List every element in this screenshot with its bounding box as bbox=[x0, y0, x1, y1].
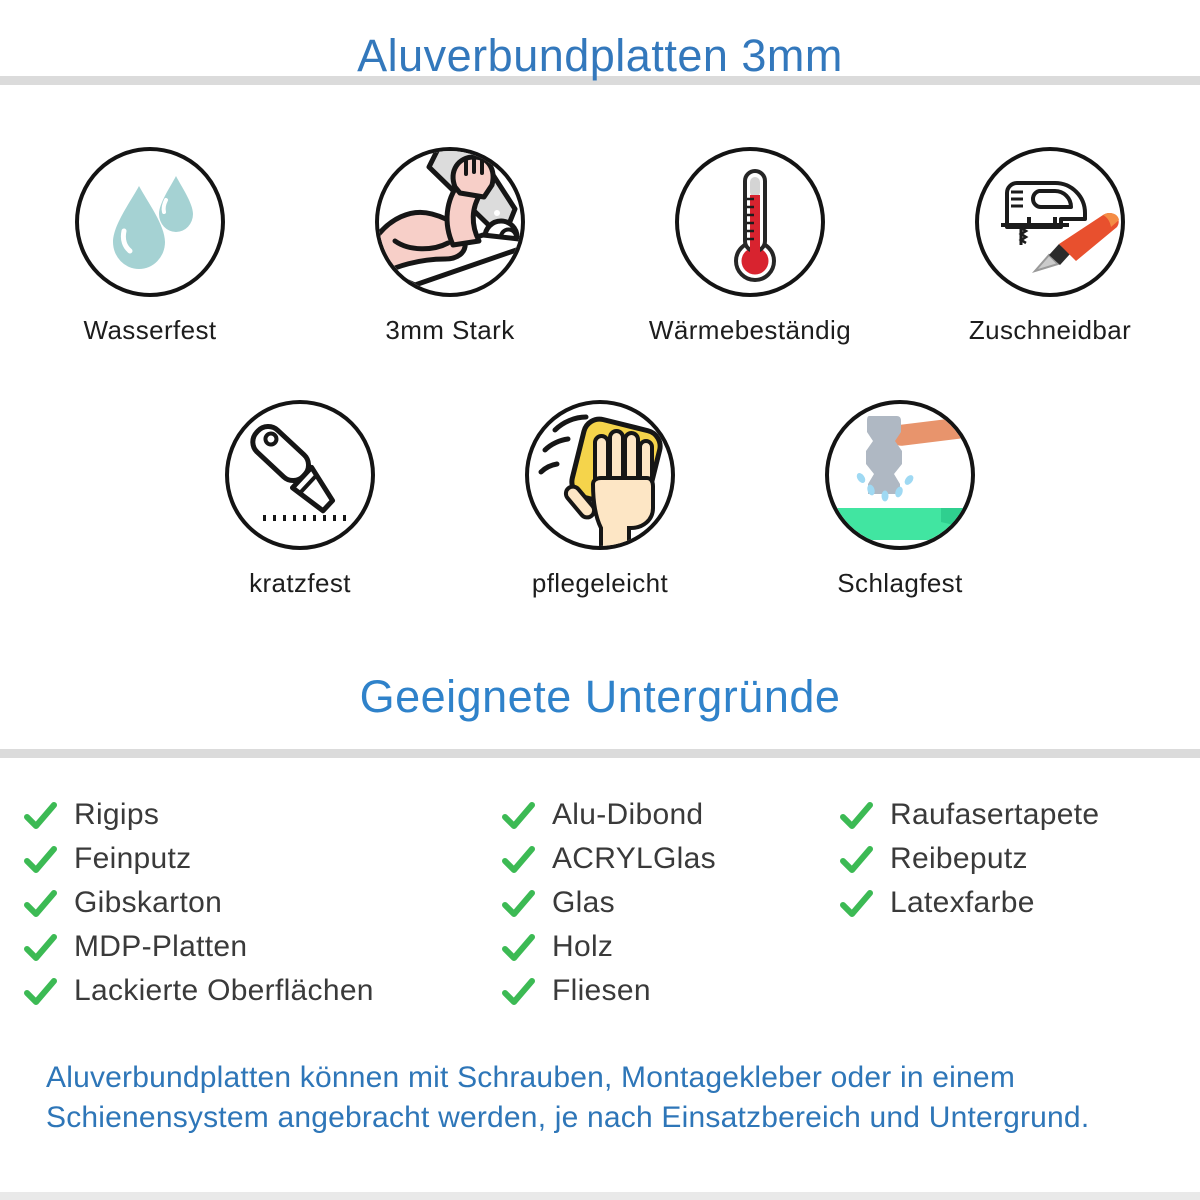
check-icon bbox=[502, 889, 535, 917]
check-icon bbox=[24, 933, 57, 961]
list-item: Glas bbox=[502, 886, 840, 920]
list-item: ACRYLGlas bbox=[502, 842, 840, 876]
list-item: Rigips bbox=[24, 798, 502, 832]
feature-label: 3mm Stark bbox=[385, 315, 515, 345]
feature-label: Wasserfest bbox=[83, 315, 217, 345]
list-item: Feinputz bbox=[24, 842, 502, 876]
divider-bottom bbox=[0, 1192, 1200, 1200]
page-title: Aluverbundplatten 3mm bbox=[357, 30, 843, 81]
check-icon bbox=[502, 845, 535, 873]
list-item: Alu-Dibond bbox=[502, 798, 840, 832]
substrates-column-3: Raufasertapete Reibeputz Latexfarbe bbox=[840, 798, 1200, 930]
divider-top bbox=[0, 76, 1200, 85]
feature-waermebestaendig: Wärmebeständig bbox=[600, 147, 900, 346]
water-drops-icon bbox=[113, 176, 193, 269]
list-item: Fliesen bbox=[502, 974, 840, 1008]
substrates-section: Rigips Feinputz Gibskarton MDP-Platten L… bbox=[0, 758, 1200, 1018]
feature-label: pflegeleicht bbox=[531, 568, 669, 598]
feature-label: Schlagfest bbox=[837, 568, 963, 598]
list-item-label: Rigips bbox=[74, 798, 160, 831]
feature-label: Zuschneidbar bbox=[968, 315, 1132, 345]
check-icon bbox=[840, 889, 873, 917]
substrates-column-1: Rigips Feinputz Gibskarton MDP-Platten L… bbox=[24, 798, 502, 1018]
check-icon bbox=[24, 845, 57, 873]
feature-wasserfest: Wasserfest bbox=[0, 147, 300, 346]
list-item: Raufasertapete bbox=[840, 798, 1200, 832]
list-item-label: Fliesen bbox=[552, 974, 651, 1007]
list-item: Gibskarton bbox=[24, 886, 502, 920]
list-item: Reibeputz bbox=[840, 842, 1200, 876]
check-icon bbox=[24, 977, 57, 1005]
check-icon bbox=[502, 933, 535, 961]
list-item-label: Alu-Dibond bbox=[552, 798, 704, 831]
list-item-label: Holz bbox=[552, 930, 614, 963]
check-icon bbox=[840, 845, 873, 873]
check-icon bbox=[24, 801, 57, 829]
feature-label: kratzfest bbox=[249, 568, 351, 598]
list-item: Lackierte Oberflächen bbox=[24, 974, 502, 1008]
list-item-label: MDP-Platten bbox=[74, 930, 248, 963]
check-icon bbox=[502, 977, 535, 1005]
jigsaw-cutter-icon bbox=[1001, 181, 1119, 273]
thermometer-icon bbox=[734, 169, 776, 282]
list-item: MDP-Platten bbox=[24, 930, 502, 964]
list-item-label: Feinputz bbox=[74, 842, 192, 875]
utility-knife-icon bbox=[250, 424, 347, 521]
feature-label: Wärmebeständig bbox=[648, 315, 852, 345]
feature-pflegeleicht: pflegeleicht bbox=[450, 400, 750, 599]
check-icon bbox=[502, 801, 535, 829]
hammer-impact-icon bbox=[829, 415, 971, 540]
mounting-note: Aluverbundplatten können mit Schrauben, … bbox=[46, 1061, 1090, 1134]
list-item-label: Reibeputz bbox=[890, 842, 1028, 875]
feature-3mm-stark: 3mm Stark bbox=[300, 147, 600, 346]
features-row-2: kratzfest bbox=[0, 400, 1200, 599]
feature-schlagfest: Schlagfest bbox=[750, 400, 1050, 599]
muscle-arm-panel-icon bbox=[379, 151, 521, 288]
list-item-label: Latexfarbe bbox=[890, 886, 1035, 919]
list-item-label: Gibskarton bbox=[74, 886, 223, 919]
list-item-label: Glas bbox=[552, 886, 615, 919]
check-icon bbox=[24, 889, 57, 917]
divider-middle bbox=[0, 749, 1200, 758]
substrates-title: Geeignete Untergründe bbox=[359, 671, 841, 722]
list-item-label: Raufasertapete bbox=[890, 798, 1100, 831]
feature-zuschneidbar: Zuschneidbar bbox=[900, 147, 1200, 346]
cleaning-hand-icon bbox=[538, 414, 663, 546]
list-item-label: ACRYLGlas bbox=[552, 842, 716, 875]
check-icon bbox=[840, 801, 873, 829]
feature-kratzfest: kratzfest bbox=[150, 400, 450, 599]
list-item-label: Lackierte Oberflächen bbox=[74, 974, 374, 1007]
list-item: Holz bbox=[502, 930, 840, 964]
features-row-1: Wasserfest bbox=[0, 147, 1200, 346]
list-item: Latexfarbe bbox=[840, 886, 1200, 920]
substrates-column-2: Alu-Dibond ACRYLGlas Glas Holz Fliesen bbox=[502, 798, 840, 1018]
